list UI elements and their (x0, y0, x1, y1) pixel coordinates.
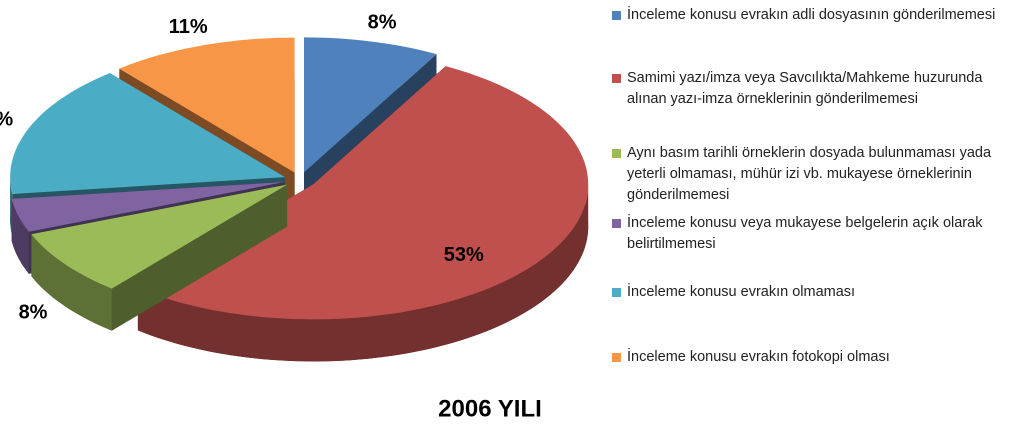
slice-wall (11, 198, 29, 274)
slice (11, 182, 285, 232)
legend-swatch (612, 74, 621, 83)
legend-entry: İnceleme konusu evrakın fotokopi olması (612, 347, 1002, 368)
slice (10, 73, 286, 194)
slice (31, 184, 288, 331)
legend-label: İnceleme konusu evrakın adli dosyasının … (627, 7, 996, 23)
legend-label: Samimi yazı/imza veya Savcılıkta/Mahkeme… (627, 70, 983, 107)
slice-wall (137, 184, 589, 362)
legend-entry: İnceleme konusu evrakın olmaması (612, 282, 1002, 303)
legend-entry: Samimi yazı/imza veya Savcılıkta/Mahkeme… (612, 68, 1002, 110)
legend-label: Aynı basım tarihli örneklerin dosyada bu… (627, 145, 992, 203)
legend-entry: İnceleme konusu veya mukayese belgelerin… (612, 213, 1002, 255)
value-label: 53% (444, 244, 484, 266)
legend-entry: İnceleme konusu evrakın adli dosyasının … (612, 5, 1002, 26)
value-label: 11% (169, 16, 208, 38)
slice (137, 66, 589, 362)
legend-label: İnceleme konusu veya mukayese belgelerin… (627, 215, 983, 252)
slice-wall (31, 234, 112, 331)
slice (137, 66, 589, 320)
legend-swatch (612, 219, 621, 228)
value-label: 16% (0, 109, 13, 131)
legend-entry: Aynı basım tarihli örneklerin dosyada bu… (612, 143, 1002, 206)
value-label: 8% (368, 11, 397, 33)
legend-swatch (612, 11, 621, 20)
chart-title: 2006 YILI (438, 395, 542, 422)
slice (31, 184, 288, 289)
legend-swatch (612, 288, 621, 297)
legend-label: İnceleme konusu evrakın olmaması (627, 284, 856, 300)
legend-label: İnceleme konusu evrakın fotokopi olması (627, 349, 890, 365)
slice (119, 37, 295, 173)
slice (304, 37, 437, 173)
value-label: 8% (19, 301, 48, 323)
legend-swatch (612, 149, 621, 158)
legend-swatch (612, 353, 621, 362)
